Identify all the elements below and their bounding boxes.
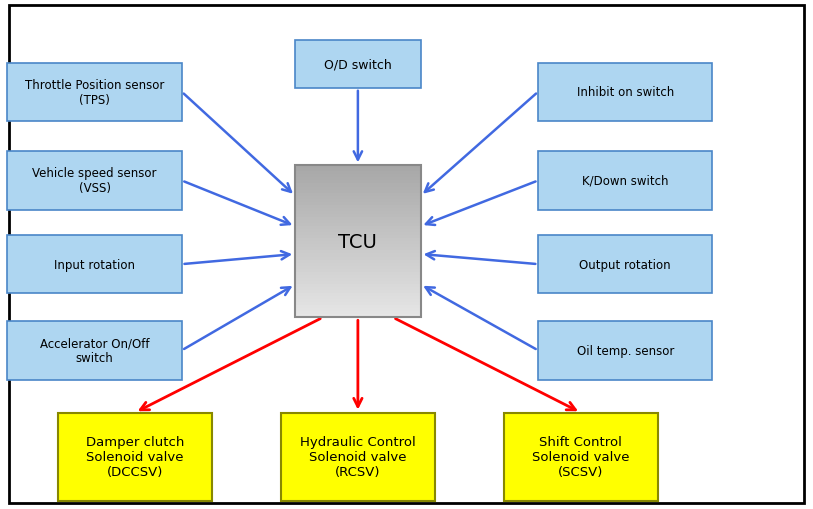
Bar [295,263,420,266]
Text: Input rotation: Input rotation [54,258,135,271]
Bar [295,181,420,184]
Bar [295,278,420,281]
Bar [281,413,435,501]
Bar [295,220,420,223]
Bar [295,251,420,254]
Text: Output rotation: Output rotation [580,258,671,271]
Bar [295,223,420,227]
Bar [295,291,420,294]
Bar [295,242,420,245]
Bar [295,245,420,248]
Bar [295,281,420,285]
Bar [295,269,420,272]
Bar [295,230,420,233]
Bar [295,214,420,217]
Bar [295,285,420,288]
Text: Oil temp. sensor: Oil temp. sensor [576,344,674,357]
Bar [295,302,420,305]
Bar [295,272,420,275]
Bar [7,152,181,210]
Bar [295,190,420,193]
Text: Damper clutch
Solenoid valve
(DCCSV): Damper clutch Solenoid valve (DCCSV) [86,436,185,478]
Bar [295,233,420,236]
Bar [295,178,420,181]
Bar [295,239,420,242]
Bar [295,166,420,318]
Bar [295,203,420,206]
Bar [295,166,420,169]
Bar [295,308,420,312]
Text: K/Down switch: K/Down switch [582,175,668,188]
Bar [7,64,181,122]
Text: Accelerator On/Off
switch: Accelerator On/Off switch [40,337,150,364]
Bar [538,64,712,122]
Bar [295,260,420,263]
Bar [295,208,420,211]
Text: Throttle Position sensor
(TPS): Throttle Position sensor (TPS) [25,78,164,106]
Bar [295,175,420,178]
Bar [295,288,420,291]
Bar [295,217,420,220]
Bar [295,254,420,257]
Bar [7,236,181,294]
Bar [295,315,420,318]
Bar [295,297,420,300]
Bar [295,200,420,203]
Bar [295,248,420,251]
Bar [295,169,420,172]
Text: Hydraulic Control
Solenoid valve
(RCSV): Hydraulic Control Solenoid valve (RCSV) [300,436,415,478]
Bar [295,41,420,89]
Bar [504,413,658,501]
Bar [295,206,420,208]
Bar [295,305,420,308]
Bar [295,172,420,175]
Text: Vehicle speed sensor
(VSS): Vehicle speed sensor (VSS) [33,167,157,195]
Bar [295,196,420,200]
Bar [7,322,181,380]
Bar [295,184,420,187]
Text: Shift Control
Solenoid valve
(SCSV): Shift Control Solenoid valve (SCSV) [532,436,629,478]
Bar [295,312,420,315]
Bar [538,152,712,210]
Text: TCU: TCU [338,233,377,251]
Bar [538,236,712,294]
Bar [295,300,420,302]
Bar [295,236,420,239]
Bar [295,193,420,196]
Bar [295,294,420,297]
Bar [58,413,212,501]
Bar [295,227,420,230]
Bar [295,187,420,190]
Bar [538,322,712,380]
Bar [295,266,420,269]
Text: O/D switch: O/D switch [324,58,392,71]
Bar [295,211,420,214]
Text: Inhibit on switch: Inhibit on switch [576,86,674,99]
Bar [295,275,420,278]
Bar [295,257,420,260]
